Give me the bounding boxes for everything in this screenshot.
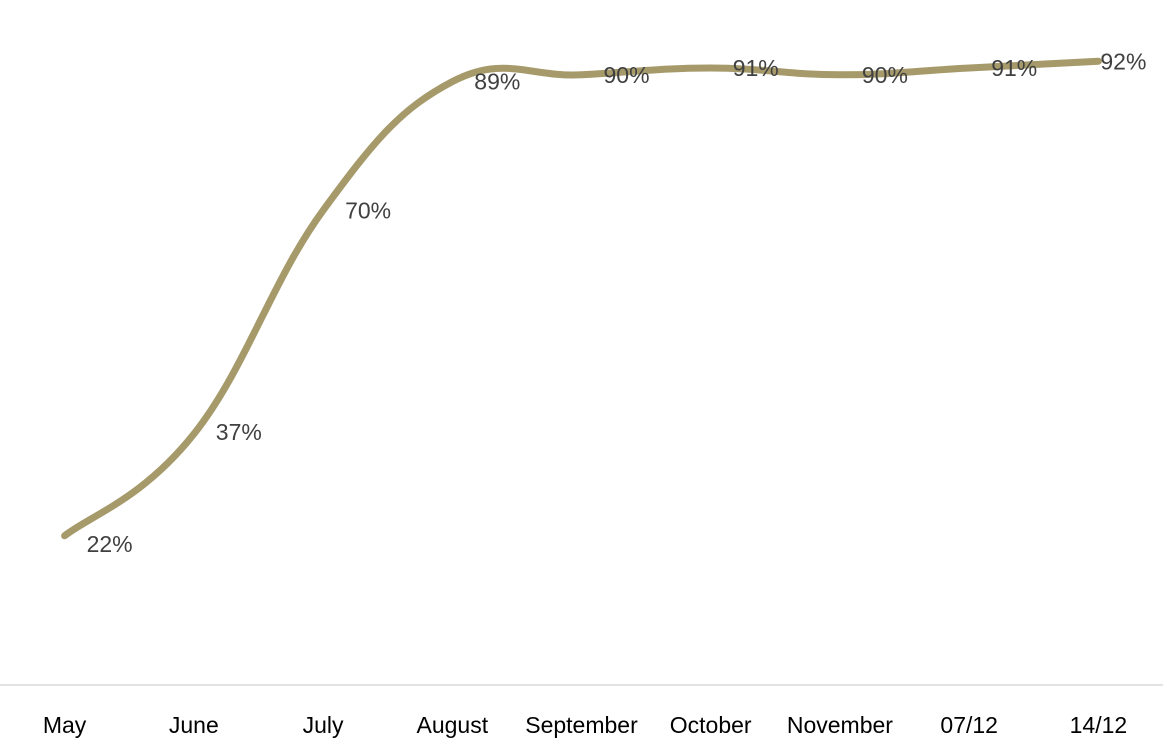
data-label: 91% — [991, 55, 1037, 81]
x-tick-label: September — [525, 712, 638, 738]
x-tick-label: August — [416, 712, 488, 738]
data-label: 22% — [87, 531, 133, 557]
x-tick-label: June — [169, 712, 219, 738]
series-line — [61, 57, 1102, 540]
data-labels: 22% 37% 70% 89% 90% 91% 90% 91% 92% — [87, 48, 1147, 557]
x-tick-label: 14/12 — [1070, 712, 1128, 738]
data-label: 90% — [862, 62, 908, 88]
x-tick-label: July — [303, 712, 344, 738]
data-label: 92% — [1100, 48, 1146, 74]
x-axis-tick-labels: May June July August September October Novembe… — [43, 712, 1127, 738]
data-label: 90% — [604, 62, 650, 88]
x-tick-label: May — [43, 712, 87, 738]
data-label: 70% — [345, 197, 391, 223]
x-tick-label: November — [787, 712, 893, 738]
x-tick-label: October — [670, 712, 752, 738]
data-label: 91% — [733, 55, 779, 81]
x-tick-label: 07/12 — [940, 712, 998, 738]
data-label: 37% — [216, 419, 262, 445]
data-label: 89% — [474, 69, 520, 95]
